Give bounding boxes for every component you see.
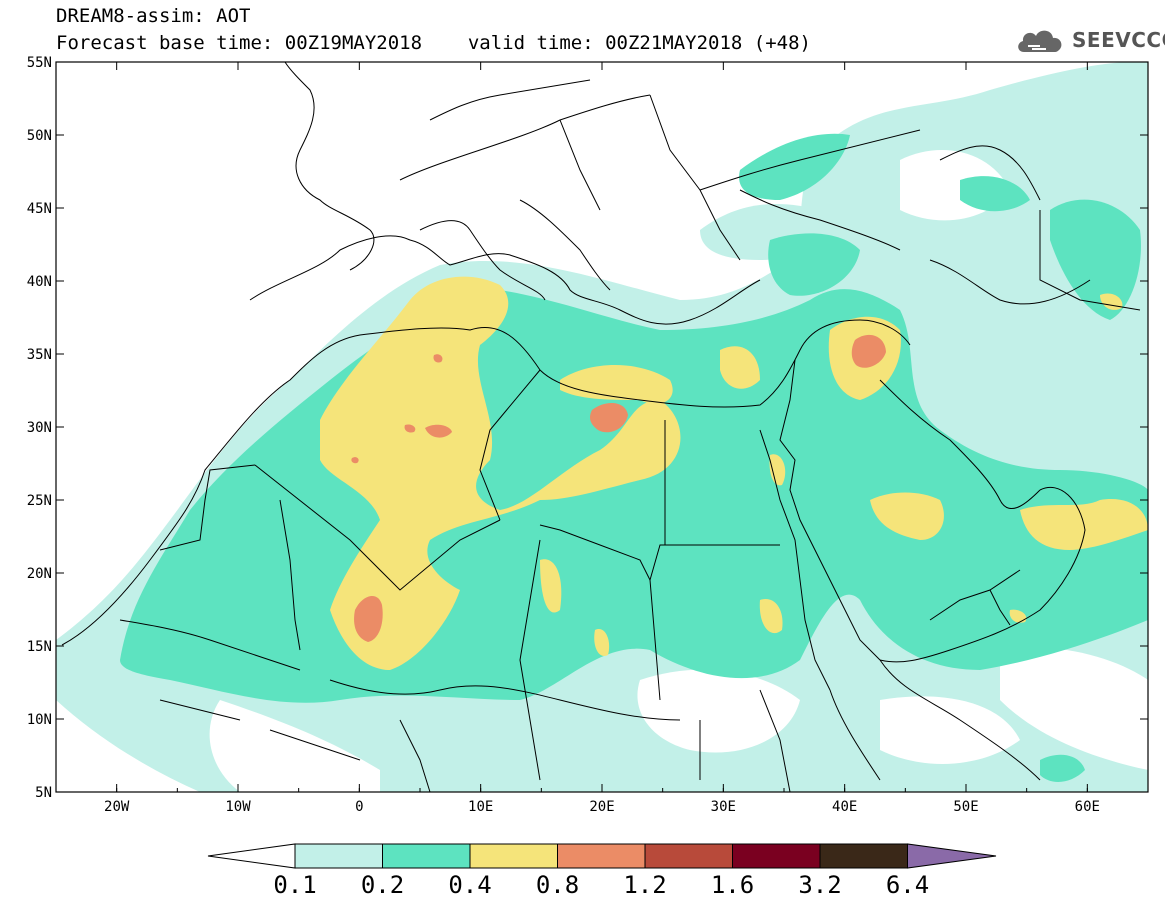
lon-label: 50E: [953, 799, 978, 815]
seevccc-logo: SEEVCCC: [1016, 22, 1165, 58]
map-axes: 55N 50N 45N 40N 35N 30N 25N 20N 15N 10N 5N 20W 10W 0 1…: [27, 55, 1149, 815]
colorbar-label: 0.8: [536, 871, 579, 899]
lat-label: 35N: [27, 347, 52, 363]
colorbar-label: 1.6: [711, 871, 754, 899]
colorbar-segment: [469, 843, 558, 869]
lat-label: 10N: [27, 712, 52, 728]
lat-label: 20N: [27, 566, 52, 582]
aot-contour-0.4: [320, 276, 1148, 670]
lon-label: 40E: [832, 799, 857, 815]
colorbar-segment: [557, 843, 646, 869]
lat-label: 15N: [27, 639, 52, 655]
colorbar-segment: [294, 843, 383, 869]
lat-label: 25N: [27, 493, 52, 509]
logo-text: SEEVCCC: [1072, 28, 1165, 52]
valid-time: valid time: 00Z21MAY2018 (+48): [467, 32, 811, 54]
map-title: DREAM8-assim: AOT: [56, 5, 251, 27]
colorbar-label: 6.4: [886, 871, 929, 899]
colorbar-lower-arrow: [207, 843, 296, 869]
colorbar-segment: [644, 843, 733, 869]
lat-label: 45N: [27, 201, 52, 217]
lat-label: 50N: [27, 128, 52, 144]
lat-label: 55N: [27, 55, 52, 71]
lon-label: 20E: [589, 799, 614, 815]
lon-label: 0: [355, 799, 363, 815]
lon-label: 20W: [104, 799, 130, 815]
lon-label: 30E: [711, 799, 736, 815]
coastlines-and-borders: [61, 62, 1141, 792]
aot-field: [56, 62, 1148, 792]
colorbar-label: 3.2: [798, 871, 841, 899]
lon-label: 60E: [1075, 799, 1100, 815]
colorbar-label: 0.1: [273, 871, 316, 899]
colorbar-upper-arrow: [907, 843, 997, 869]
colorbar-label: 1.2: [623, 871, 666, 899]
base-time: Forecast base time: 00Z19MAY2018: [56, 32, 423, 54]
colorbar-label: 0.4: [448, 871, 491, 899]
cloud-icon: [1018, 30, 1062, 52]
lon-label: 10E: [468, 799, 493, 815]
forecast-time-line: Forecast base time: 00Z19MAY2018 valid t…: [56, 33, 811, 53]
colorbar-segment: [732, 843, 821, 869]
lat-label: 5N: [35, 785, 52, 801]
colorbar-segment: [819, 843, 908, 869]
aot-colorbar: 0.1 0.2 0.4 0.8 1.2 1.6 3.2 6.4: [207, 843, 997, 899]
lon-label: 10W: [225, 799, 251, 815]
colorbar-segment: [382, 843, 471, 869]
lat-label: 40N: [27, 274, 52, 290]
aot-contour-0.8: [351, 334, 886, 642]
colorbar-label: 0.2: [361, 871, 404, 899]
aot-clear-areas: [56, 150, 1148, 792]
lat-label: 30N: [27, 420, 52, 436]
